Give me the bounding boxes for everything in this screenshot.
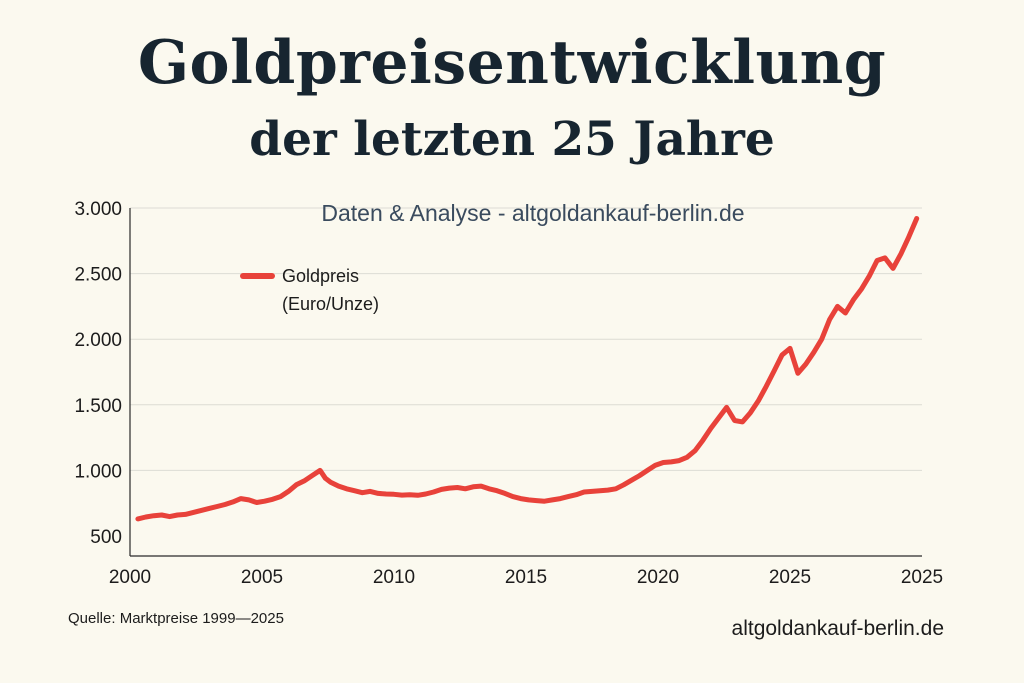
x-tick-label: 2005 (241, 567, 283, 588)
x-tick-label: 2020 (637, 567, 679, 588)
x-tick-label: 2015 (505, 567, 547, 588)
axes (129, 208, 922, 557)
y-tick-label: 1.500 (74, 396, 122, 417)
site-url: altgoldankauf-berlin.de (731, 617, 944, 640)
y-tick-label: 1.000 (74, 461, 122, 482)
legend-label-line1: Goldpreis (282, 266, 359, 286)
chart-title-line1: Goldpreisentwicklung (137, 28, 887, 98)
x-tick-label: 2000 (109, 567, 151, 588)
y-tick-label: 500 (90, 527, 122, 548)
series-line-goldpreis (135, 216, 920, 522)
x-tick-label: 2025 (769, 567, 811, 588)
x-axis-ticks: 2000 2005 2010 2015 2020 2025 2025 (109, 567, 943, 588)
y-tick-label: 2.000 (74, 330, 122, 351)
legend-label-line2: (Euro/Unze) (282, 294, 379, 314)
x-tick-label: 2010 (373, 567, 415, 588)
y-axis-ticks: 500 1.000 1.500 2.000 2.500 3.000 (74, 199, 122, 548)
grid-lines (130, 207, 922, 471)
y-tick-label: 2.500 (74, 265, 122, 286)
x-tick-label: 2025 (901, 567, 943, 588)
y-tick-label: 3.000 (74, 199, 122, 220)
series-group (135, 216, 920, 522)
chart-title-line2: der letzten 25 Jahre (249, 112, 775, 167)
legend: Goldpreis (Euro/Unze) (240, 266, 379, 314)
chart-subtitle: Daten & Analyse - altgoldankauf-berlin.d… (321, 200, 744, 226)
source-note: Quelle: Marktpreise 1999—2025 (68, 610, 284, 627)
